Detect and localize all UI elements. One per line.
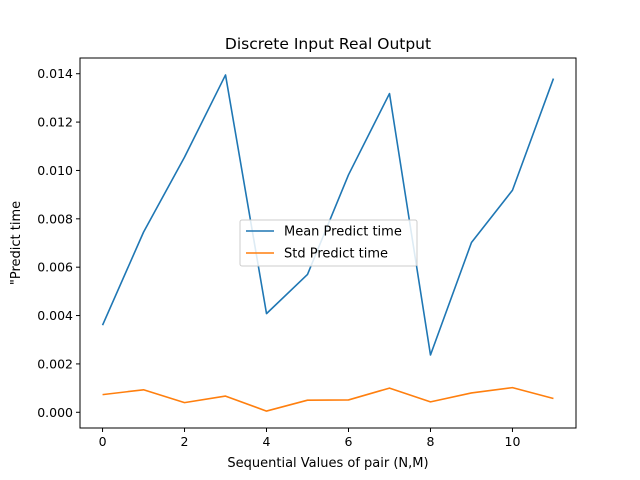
y-axis: 0.000 0.002 0.004 0.006 0.008 0.010 0.012 0.014	[37, 66, 80, 420]
y-tick-label: 0.004	[37, 308, 73, 323]
x-tick-label: 4	[263, 434, 271, 449]
y-tick-label: 0.000	[37, 405, 73, 420]
legend-label-0: Mean Predict time	[284, 225, 402, 240]
y-tick-label: 0.014	[37, 66, 73, 81]
y-axis-label: "Predict time	[9, 201, 24, 285]
x-tick-label: 0	[99, 434, 107, 449]
x-tick-label: 2	[181, 434, 189, 449]
legend-box	[239, 219, 418, 267]
series-line-1	[102, 386, 554, 412]
y-tick-label: 0.008	[37, 211, 73, 226]
x-tick-label: 8	[427, 434, 435, 449]
y-tick-label: 0.012	[37, 115, 73, 130]
legend-label-1: Std Predict time	[284, 247, 388, 262]
y-tick-label: 0.002	[37, 356, 73, 371]
plot-frame	[79, 57, 577, 429]
x-axis-label: Sequential Values of pair (N,M)	[227, 456, 428, 471]
chart-title: Discrete Input Real Output	[225, 35, 431, 53]
legend: Mean Predict time Std Predict time	[239, 219, 418, 267]
x-tick-label: 10	[505, 434, 521, 449]
x-axis: 0 2 4 6 8 10	[99, 428, 521, 449]
x-tick-label: 6	[345, 434, 353, 449]
y-tick-label: 0.006	[37, 260, 73, 275]
series-line-0	[101, 74, 555, 356]
y-tick-label: 0.010	[37, 163, 73, 178]
